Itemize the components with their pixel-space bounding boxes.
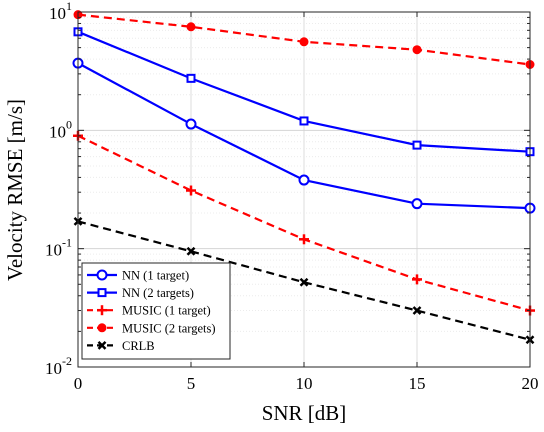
data-point: [186, 73, 196, 83]
data-point: [299, 277, 309, 287]
y-tick-label: 100: [49, 117, 72, 141]
legend-label: MUSIC (2 targets): [122, 321, 216, 335]
y-tick-label: 101: [49, 0, 72, 23]
data-point: [412, 45, 422, 55]
legend: NN (1 target) NN (2 targets) MUSIC (1 targ…: [81, 262, 231, 360]
data-point: [299, 37, 309, 47]
data-point: [185, 118, 197, 130]
y-tick-label: 10-1: [45, 236, 72, 260]
data-point: [299, 234, 309, 245]
x-tick-label: 0: [74, 374, 83, 393]
legend-item: NN (1 target): [87, 269, 189, 283]
data-point: [411, 198, 423, 210]
y-tick-label: 10-2: [45, 354, 72, 378]
legend-label: NN (1 target): [122, 269, 189, 283]
x-tick-label: 10: [296, 374, 313, 393]
legend-item: MUSIC (2 targets): [87, 321, 216, 335]
legend-label: MUSIC (1 target): [122, 304, 211, 318]
data-point: [186, 22, 196, 32]
legend-label: NN (2 targets): [122, 286, 194, 300]
legend-label: CRLB: [122, 339, 155, 353]
data-point: [298, 174, 310, 186]
legend-marker: [97, 288, 107, 298]
legend-marker: [96, 269, 108, 281]
legend-marker: [97, 323, 107, 333]
x-tick-label: 20: [522, 374, 539, 393]
legend-marker: [97, 305, 107, 316]
data-point: [412, 274, 422, 285]
legend-marker: [97, 341, 107, 350]
data-point: [186, 185, 196, 196]
y-axis-label: Velocity RMSE [m/s]: [3, 99, 27, 281]
x-axis-label: SNR [dB]: [262, 401, 347, 425]
data-point: [299, 116, 309, 126]
x-tick-label: 5: [187, 374, 196, 393]
legend-item: NN (2 targets): [87, 286, 194, 300]
legend-item: CRLB: [87, 339, 155, 353]
series-layer: [72, 10, 536, 345]
x-tick-label: 15: [409, 374, 426, 393]
series-nn-2-targets: [73, 27, 535, 157]
series-music-1-target: [73, 130, 535, 316]
legend-item: MUSIC (1 target): [87, 304, 211, 318]
data-point: [186, 246, 196, 256]
ticks: 0 5 10 15 20 10-2 10-1 100 101: [45, 0, 539, 393]
data-point: [412, 306, 422, 315]
data-point: [412, 140, 422, 150]
